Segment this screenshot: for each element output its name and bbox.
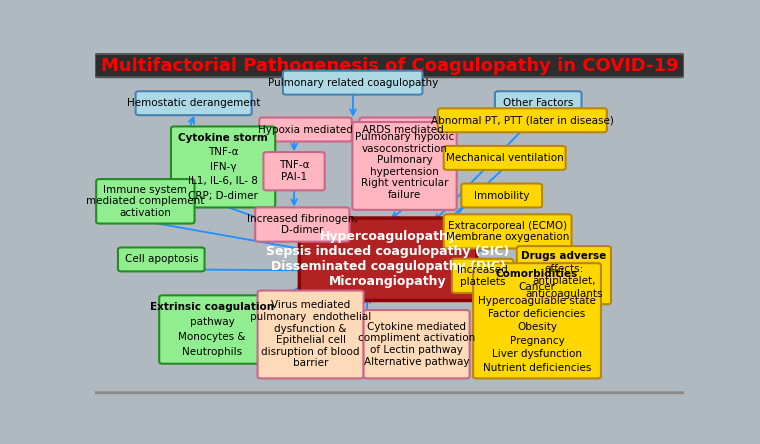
Text: Extracorporeal (ECMO)
Membrane oxygenation: Extracorporeal (ECMO) Membrane oxygenati… bbox=[446, 221, 569, 242]
Text: Mechanical ventilation: Mechanical ventilation bbox=[446, 153, 563, 163]
Text: Hypoxia mediated: Hypoxia mediated bbox=[258, 124, 353, 135]
FancyBboxPatch shape bbox=[89, 68, 690, 393]
Text: Comorbidities: Comorbidities bbox=[496, 269, 578, 279]
Text: TNF-α: TNF-α bbox=[207, 147, 239, 158]
Text: Increased
platelets: Increased platelets bbox=[458, 265, 508, 287]
Text: Multifactorial Pathogenesis of Coagulopathy in COVID-19: Multifactorial Pathogenesis of Coagulopa… bbox=[100, 56, 679, 75]
FancyBboxPatch shape bbox=[495, 91, 581, 115]
FancyBboxPatch shape bbox=[258, 290, 363, 378]
Text: Pulmonary hypoxic
vasoconstriction
Pulmonary
hypertension
Right ventricular
fail: Pulmonary hypoxic vasoconstriction Pulmo… bbox=[355, 132, 454, 200]
FancyBboxPatch shape bbox=[517, 246, 611, 304]
FancyBboxPatch shape bbox=[353, 122, 457, 210]
Text: TNF-α
PAI-1: TNF-α PAI-1 bbox=[279, 160, 309, 182]
FancyBboxPatch shape bbox=[135, 91, 252, 115]
Text: Extrinsic coagulation: Extrinsic coagulation bbox=[150, 302, 274, 312]
FancyBboxPatch shape bbox=[452, 259, 513, 293]
Text: Cytokine storm: Cytokine storm bbox=[179, 133, 268, 143]
Text: Neutrophils: Neutrophils bbox=[182, 347, 242, 357]
FancyBboxPatch shape bbox=[95, 54, 684, 77]
FancyBboxPatch shape bbox=[118, 247, 204, 271]
Text: Pregnancy: Pregnancy bbox=[510, 336, 565, 346]
FancyBboxPatch shape bbox=[473, 263, 601, 378]
FancyBboxPatch shape bbox=[444, 146, 565, 170]
Text: Drugs adverse: Drugs adverse bbox=[521, 251, 606, 262]
Text: Cancer: Cancer bbox=[518, 282, 556, 292]
Text: Factor deficiencies: Factor deficiencies bbox=[489, 309, 586, 319]
FancyBboxPatch shape bbox=[461, 183, 542, 207]
FancyBboxPatch shape bbox=[444, 214, 572, 249]
Text: IL1, IL-6, IL- 8: IL1, IL-6, IL- 8 bbox=[188, 176, 258, 186]
Text: Other Factors: Other Factors bbox=[503, 98, 573, 108]
Text: Pulmonary related coagulopathy: Pulmonary related coagulopathy bbox=[268, 78, 438, 87]
Text: Obesity: Obesity bbox=[517, 322, 557, 333]
Text: Virus mediated
pulmonary  endothelial
dysfunction &
Epithelial cell
disruption o: Virus mediated pulmonary endothelial dys… bbox=[250, 301, 371, 369]
Text: Increased fibrinogen,
D-dimer: Increased fibrinogen, D-dimer bbox=[247, 214, 358, 235]
FancyBboxPatch shape bbox=[438, 108, 606, 132]
Text: effects:: effects: bbox=[544, 264, 584, 274]
FancyBboxPatch shape bbox=[283, 71, 423, 95]
Text: anticoagulants: anticoagulants bbox=[525, 289, 603, 299]
Text: Hypercoagulopathy
Sepsis induced coagulopathy (SIC)
Disseminated coagulopathy (D: Hypercoagulopathy Sepsis induced coagulo… bbox=[267, 230, 510, 288]
Text: Cytokine mediated
compliment activation
of Lectin pathway
Alternative pathway: Cytokine mediated compliment activation … bbox=[358, 322, 475, 367]
Text: Hemostatic derangement: Hemostatic derangement bbox=[127, 98, 261, 108]
Text: Nutrient deficiencies: Nutrient deficiencies bbox=[483, 363, 591, 373]
Text: CRP; D-dimer: CRP; D-dimer bbox=[188, 191, 258, 201]
FancyBboxPatch shape bbox=[299, 218, 477, 301]
FancyBboxPatch shape bbox=[359, 118, 446, 142]
FancyBboxPatch shape bbox=[259, 118, 352, 142]
FancyBboxPatch shape bbox=[171, 127, 275, 207]
FancyBboxPatch shape bbox=[363, 310, 470, 378]
Text: Cell apoptosis: Cell apoptosis bbox=[125, 254, 198, 265]
Text: Immune system
mediated complement
activation: Immune system mediated complement activa… bbox=[86, 185, 204, 218]
Text: Immobility: Immobility bbox=[474, 190, 530, 201]
Text: Hypercoagulable state: Hypercoagulable state bbox=[478, 296, 596, 306]
FancyBboxPatch shape bbox=[255, 207, 350, 242]
Text: Abnormal PT, PTT (later in disease): Abnormal PT, PTT (later in disease) bbox=[431, 115, 614, 125]
Text: pathway: pathway bbox=[190, 317, 235, 327]
Text: Monocytes &: Monocytes & bbox=[179, 332, 246, 342]
Text: ARDS mediated: ARDS mediated bbox=[362, 124, 444, 135]
Text: antiplatelet,: antiplatelet, bbox=[532, 277, 596, 286]
FancyBboxPatch shape bbox=[97, 179, 195, 223]
Text: IFN-γ: IFN-γ bbox=[210, 162, 236, 172]
FancyBboxPatch shape bbox=[264, 152, 325, 190]
FancyBboxPatch shape bbox=[159, 295, 265, 364]
Text: Liver dysfunction: Liver dysfunction bbox=[492, 349, 582, 359]
